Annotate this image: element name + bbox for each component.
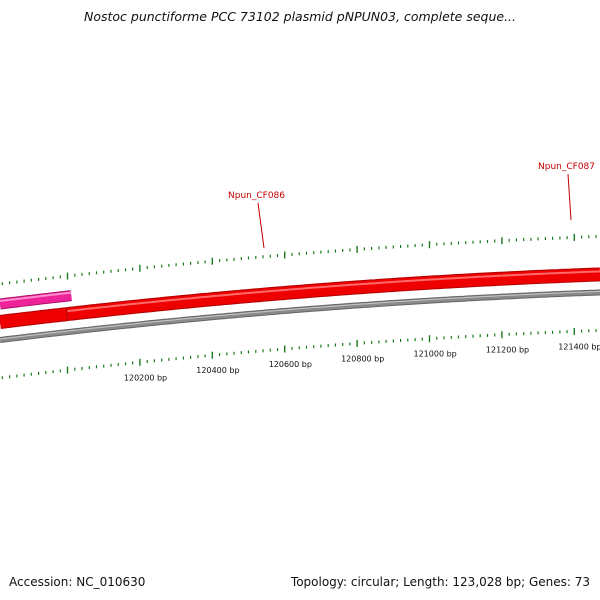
scale-label-120600: 120600 bp	[269, 360, 312, 369]
label-Npun_CF086: Npun_CF086	[228, 191, 285, 201]
gene-labels: Npun_CF086 Npun_CF087	[228, 162, 595, 249]
inner-tick-track	[1, 327, 597, 380]
pink-feature	[0, 291, 72, 309]
backbone-highlight	[0, 290, 600, 340]
gene-track	[0, 267, 600, 329]
gene-Npun_CF086-shine	[67, 274, 502, 313]
scale-label-120200: 120200 bp	[124, 373, 167, 382]
backbone-track	[0, 289, 600, 343]
leader-Npun_CF086	[257, 202, 265, 249]
pink-feature-shine	[0, 291, 72, 302]
scale-labels: 120200 bp 120400 bp 120600 bp 120800 bp 1210…	[124, 342, 600, 382]
gene-Npun_CF087-shine	[501, 270, 600, 277]
gene-Npun_CF086	[66, 272, 503, 321]
scale-label-121200: 121200 bp	[486, 346, 529, 355]
scale-label-121000: 121000 bp	[414, 350, 457, 359]
scale-label-120800: 120800 bp	[341, 354, 384, 363]
genome-summary: Topology: circular; Length: 123,028 bp; …	[290, 575, 590, 589]
outer-tick-track	[1, 233, 597, 286]
leader-Npun_CF087	[567, 173, 572, 221]
scale-label-120400: 120400 bp	[196, 366, 239, 375]
gene-Npun_CF087	[501, 268, 600, 285]
gene-left	[0, 308, 68, 328]
label-Npun_CF087: Npun_CF087	[538, 162, 595, 172]
map-title: Nostoc punctiforme PCC 73102 plasmid pNP…	[83, 9, 516, 24]
backbone-line	[0, 290, 600, 342]
scale-label-121400: 121400 bp	[558, 342, 600, 351]
accession-label: Accession: NC_010630	[9, 575, 146, 589]
